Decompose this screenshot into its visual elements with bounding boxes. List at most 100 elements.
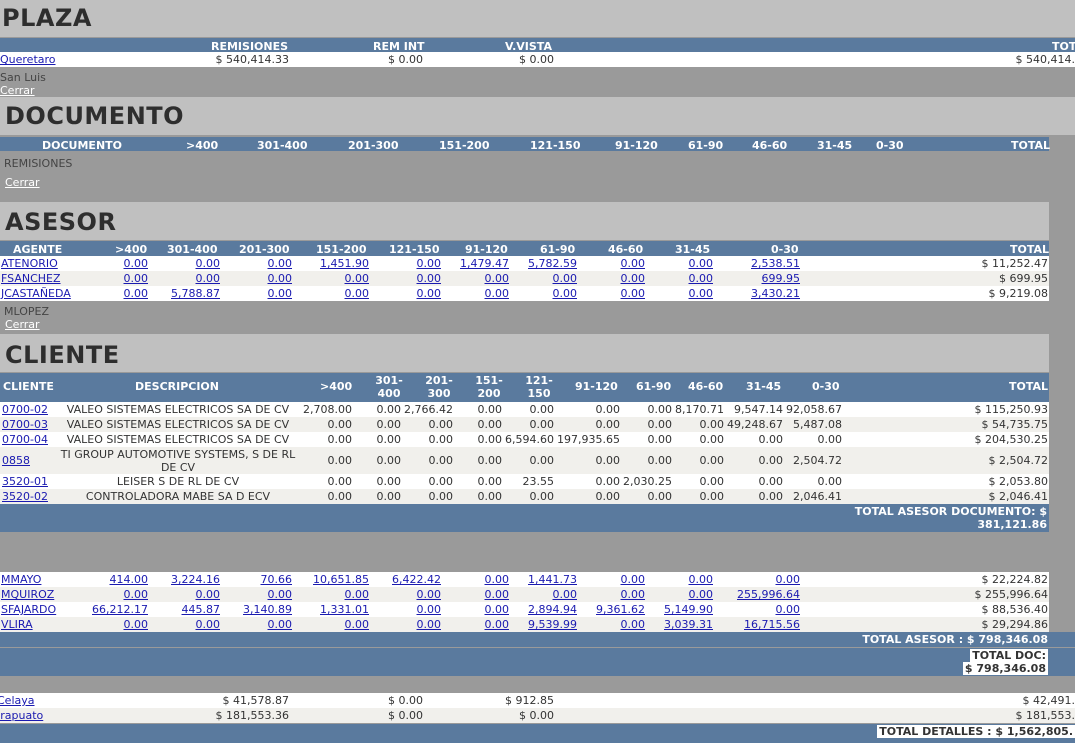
- agent-value-link[interactable]: 0.00: [123, 618, 149, 631]
- agent-value-link[interactable]: 6,422.42: [392, 573, 441, 586]
- agent-value-link[interactable]: 0.00: [620, 272, 646, 285]
- agent-value-link[interactable]: 0.00: [552, 588, 578, 601]
- agent-value-link[interactable]: 3,039.31: [664, 618, 713, 631]
- agent-value-link[interactable]: 66,212.17: [92, 603, 148, 616]
- agent-value-link[interactable]: 3,430.21: [751, 287, 800, 300]
- agent-value-link[interactable]: 0.00: [688, 257, 714, 270]
- agent-row: ATENORIO 0.00 0.00 0.00 1,451.90 0.00 1,479.47…: [0, 256, 1049, 271]
- agent-value-link[interactable]: 9,361.62: [596, 603, 645, 616]
- agent-value-link[interactable]: 0.00: [416, 287, 442, 300]
- agent-value-link[interactable]: 0.00: [620, 257, 646, 270]
- plaza-link[interactable]: Irapuato: [0, 709, 44, 722]
- agent-value-link[interactable]: 0.00: [416, 603, 442, 616]
- agent-value-link[interactable]: 3,140.89: [243, 603, 292, 616]
- agent-link[interactable]: SFAJARDO: [1, 603, 57, 616]
- agent-link[interactable]: JCASTAÑEDA: [1, 287, 71, 300]
- agent-value-link[interactable]: 0.00: [416, 257, 442, 270]
- agent-value-link[interactable]: 0.00: [344, 618, 370, 631]
- agent-value-link[interactable]: 0.00: [775, 573, 801, 586]
- agent-value-link[interactable]: 0.00: [123, 257, 149, 270]
- agent-value-link[interactable]: 0.00: [416, 272, 442, 285]
- agent-value-link[interactable]: 0.00: [484, 272, 510, 285]
- agent-value-link[interactable]: 0.00: [267, 618, 293, 631]
- agent-value-link[interactable]: 0.00: [620, 573, 646, 586]
- agent-value-link[interactable]: 0.00: [195, 618, 221, 631]
- agent-value-link[interactable]: 3,224.16: [171, 573, 220, 586]
- agent-value-link[interactable]: 2,894.94: [528, 603, 577, 616]
- agent-value-link[interactable]: 5,782.59: [528, 257, 577, 270]
- agent-value-link[interactable]: 1,479.47: [460, 257, 509, 270]
- plaza-cerrar-link[interactable]: Cerrar: [0, 84, 35, 97]
- cliente-link[interactable]: 0858: [2, 454, 30, 467]
- doc-total-value: $ 798,346.08: [962, 662, 1048, 675]
- agent-link[interactable]: FSANCHEZ: [1, 272, 61, 285]
- cliente-value: 0.00: [428, 418, 454, 431]
- agent-value-link[interactable]: 0.00: [484, 603, 510, 616]
- agent-value-link[interactable]: 0.00: [195, 588, 221, 601]
- cliente-value: 0.00: [529, 454, 555, 467]
- agent-value-link[interactable]: 0.00: [620, 287, 646, 300]
- agent-value-link[interactable]: 0.00: [123, 287, 149, 300]
- agent-value-link[interactable]: 9,539.99: [528, 618, 577, 631]
- agent-value-link[interactable]: 0.00: [552, 287, 578, 300]
- agent-value-link[interactable]: 0.00: [344, 588, 370, 601]
- agent-value-link[interactable]: 16,715.56: [744, 618, 800, 631]
- agent-value-link[interactable]: 0.00: [484, 588, 510, 601]
- agent-value-link[interactable]: 0.00: [620, 618, 646, 631]
- agent-value-link[interactable]: 0.00: [267, 287, 293, 300]
- plaza-remint: $ 0.00: [388, 694, 423, 707]
- agent-value-link[interactable]: 0.00: [267, 272, 293, 285]
- agent-value-link[interactable]: 0.00: [344, 272, 370, 285]
- asesor-cerrar-link[interactable]: Cerrar: [5, 318, 40, 331]
- agent-value-link[interactable]: 1,451.90: [320, 257, 369, 270]
- cliente-link[interactable]: 3520-01: [2, 475, 48, 488]
- agent-value-link[interactable]: 0.00: [123, 588, 149, 601]
- agent-value-link[interactable]: 10,651.85: [313, 573, 369, 586]
- agent-value-link[interactable]: 0.00: [688, 272, 714, 285]
- agent-link[interactable]: MMAYO: [1, 573, 42, 586]
- agent-value-link[interactable]: 414.00: [109, 573, 149, 586]
- agent-link[interactable]: ATENORIO: [1, 257, 58, 270]
- agent-value-link[interactable]: 0.00: [688, 573, 714, 586]
- agent-value-link[interactable]: 70.66: [260, 573, 293, 586]
- cliente-value: 0.00: [699, 433, 725, 446]
- agent-value-link[interactable]: 0.00: [416, 618, 442, 631]
- agent-value-link[interactable]: 0.00: [123, 272, 149, 285]
- cliente-value: 0.00: [529, 418, 555, 431]
- cliente-link[interactable]: 3520-02: [2, 490, 48, 503]
- agent-value-link[interactable]: 0.00: [267, 257, 293, 270]
- plaza-remint: $ 0.00: [388, 53, 423, 66]
- agent-link[interactable]: MQUIROZ: [1, 588, 55, 601]
- agent-row: SFAJARDO 66,212.17 445.87 3,140.89 1,331.01 0…: [0, 602, 1049, 617]
- agent-value-link[interactable]: 0.00: [552, 272, 578, 285]
- agent-value-link[interactable]: 1,441.73: [528, 573, 577, 586]
- documento-cerrar-link[interactable]: Cerrar: [5, 176, 40, 189]
- agent-value-link[interactable]: 445.87: [181, 603, 221, 616]
- agent-value-link[interactable]: 0.00: [484, 287, 510, 300]
- cliente-value: 0.00: [595, 475, 621, 488]
- agent-value-link[interactable]: 0.00: [195, 257, 221, 270]
- agent-value-link[interactable]: 0.00: [267, 588, 293, 601]
- agent-value-link[interactable]: 255,996.64: [737, 588, 800, 601]
- agent-value-link[interactable]: 0.00: [484, 573, 510, 586]
- agent-value-link[interactable]: 5,149.90: [664, 603, 713, 616]
- agent-value-link[interactable]: 2,538.51: [751, 257, 800, 270]
- agent-value-link[interactable]: 0.00: [620, 588, 646, 601]
- agent-value-link[interactable]: 699.95: [761, 272, 801, 285]
- agent-value-link[interactable]: 0.00: [688, 287, 714, 300]
- agent-row: VLIRA 0.00 0.00 0.00 0.00 0.00 0.00 9,539.99 0.0…: [0, 617, 1049, 632]
- agent-value-link[interactable]: 5,788.87: [171, 287, 220, 300]
- plaza-link-queretaro[interactable]: Queretaro: [0, 53, 56, 66]
- plaza-link[interactable]: Celaya: [0, 694, 35, 707]
- agent-value-link[interactable]: 0.00: [688, 588, 714, 601]
- agent-value-link[interactable]: 1,331.01: [320, 603, 369, 616]
- cliente-link[interactable]: 0700-03: [2, 418, 48, 431]
- agent-value-link[interactable]: 0.00: [484, 618, 510, 631]
- agent-value-link[interactable]: 0.00: [416, 588, 442, 601]
- cliente-link[interactable]: 0700-02: [2, 403, 48, 416]
- cliente-link[interactable]: 0700-04: [2, 433, 48, 446]
- agent-link[interactable]: VLIRA: [1, 618, 33, 631]
- agent-value-link[interactable]: 0.00: [775, 603, 801, 616]
- agent-value-link[interactable]: 0.00: [344, 287, 370, 300]
- agent-value-link[interactable]: 0.00: [195, 272, 221, 285]
